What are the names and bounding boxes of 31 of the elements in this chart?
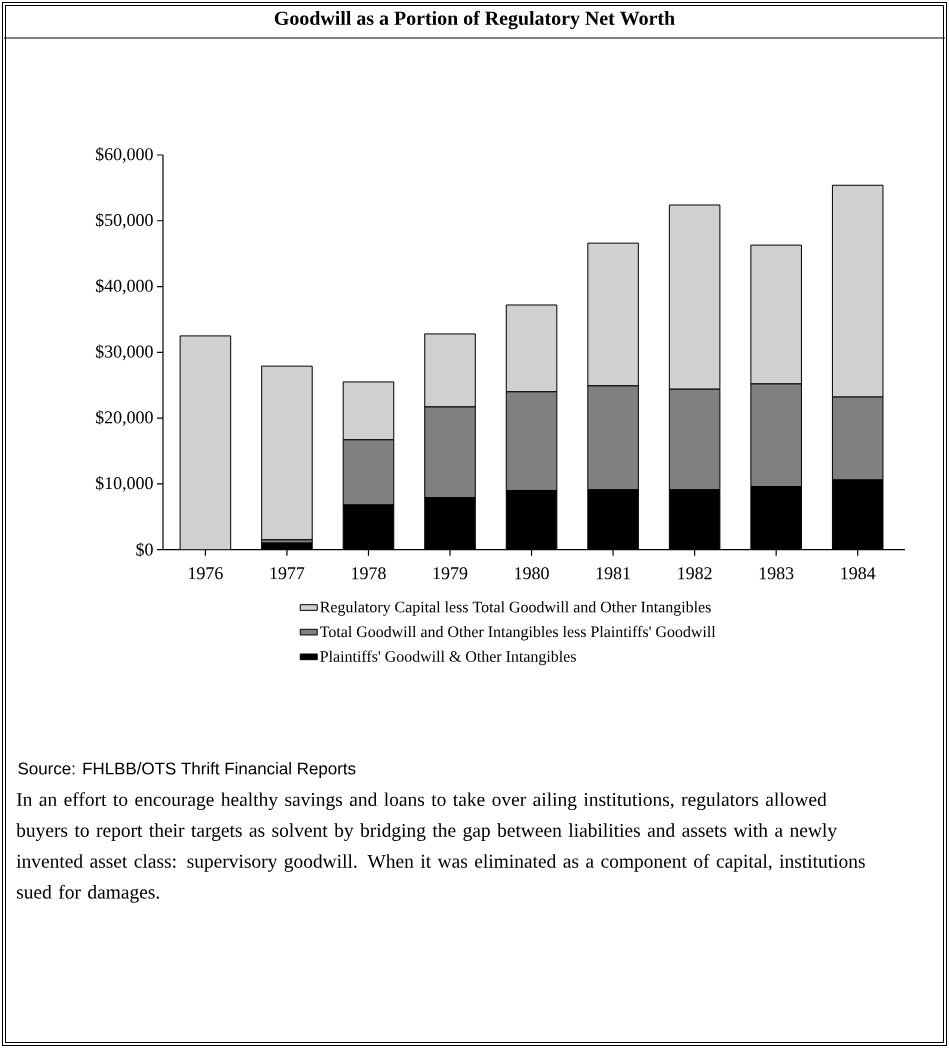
x-tick-label: 1981 (596, 567, 630, 580)
x-tick-label: 1978 (352, 567, 386, 580)
x-tick-label: 1976 (189, 567, 223, 580)
x-tick-label: 1980 (515, 567, 549, 580)
chart-title: Goodwill as a Portion of Regulatory Net Worth (274, 10, 675, 30)
bar (180, 335, 231, 550)
x-tick-label: 1983 (759, 567, 794, 580)
legend-label: Plaintiffs' Goodwill & Other Intangibles (320, 650, 576, 666)
bar (587, 242, 639, 387)
text: In an effort to encourage healthy savings and loans to take over ailing institutions, regulators allowed buyers to report their targets as solvent by bridging the gap between liabilities and assets with a newly invented asset class: supervisory goodwill. When it was eliminated as a component of capital, institutions sued for damages. (16, 792, 865, 903)
legend-label: Total Goodwill and Other Intangibles less Plaintiffs' Goodwill (320, 625, 716, 641)
x-tick-label: 1982 (678, 567, 712, 580)
y-tick-label: $0 (136, 542, 153, 557)
x-tick-label: 1979 (433, 567, 468, 580)
bar (342, 381, 395, 441)
source-note: Source: FHLBB/OTS Thrift Financial Reports (18, 762, 356, 778)
bar (750, 244, 802, 385)
y-tick-label: $40,000 (95, 278, 153, 295)
x-tick-label: 1977 (270, 567, 305, 580)
y-tick-label: $20,000 (95, 410, 153, 426)
y-tick-label: $30,000 (95, 344, 153, 361)
bar (261, 365, 313, 541)
y-tick-label: $10,000 (95, 476, 153, 492)
bar (424, 333, 476, 408)
bar (831, 184, 884, 398)
x-tick-label: 1984 (841, 567, 876, 580)
bar (505, 304, 558, 393)
y-tick-label: $50,000 (95, 212, 153, 229)
y-tick-label: $60,000 (95, 147, 153, 163)
legend-label: Regulatory Capital less Total Goodwill and Other Intangibles (320, 601, 711, 616)
bar (668, 204, 721, 390)
